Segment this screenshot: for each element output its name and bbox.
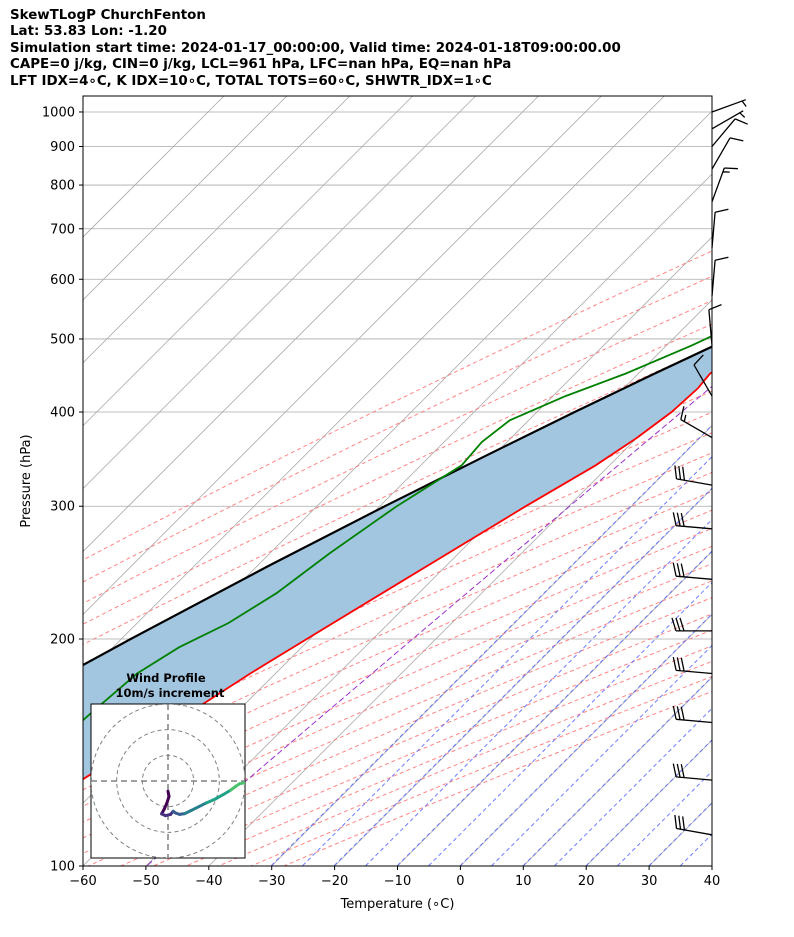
isotherm-line bbox=[83, 96, 476, 490]
moist-adiabat-line bbox=[365, 518, 712, 866]
wind-barb bbox=[674, 465, 713, 486]
moist-adiabat-line bbox=[711, 864, 712, 866]
dry-adiabat-line bbox=[83, 299, 712, 604]
dry-adiabat-line bbox=[83, 323, 712, 625]
isotherm-line bbox=[83, 96, 539, 553]
y-tick-label: 500 bbox=[50, 332, 75, 347]
dry-adiabat-line bbox=[185, 645, 712, 866]
wind-barb bbox=[693, 354, 713, 397]
y-axis-title: Pressure (hPa) bbox=[19, 434, 34, 527]
x-tick-label: −20 bbox=[321, 874, 348, 889]
wind-barb bbox=[708, 303, 722, 346]
moist-adiabat-line bbox=[616, 770, 712, 866]
moist-adiabat-line bbox=[679, 833, 712, 866]
title-block: SkewTLogP ChurchFenton Lat: 53.83 Lon: -… bbox=[10, 8, 621, 90]
wind-barb bbox=[711, 110, 746, 130]
wind-barb bbox=[711, 256, 729, 297]
hodograph-segment bbox=[238, 781, 245, 786]
dry-adiabat-line bbox=[283, 690, 712, 866]
x-axis-title: Temperature (∘C) bbox=[340, 897, 455, 912]
x-tick-label: 0 bbox=[456, 874, 464, 889]
wind-barb bbox=[680, 406, 713, 439]
title-location: Lat: 53.83 Lon: -1.20 bbox=[10, 24, 167, 40]
x-tick-label: 20 bbox=[578, 874, 595, 889]
wind-barb bbox=[711, 167, 738, 203]
wind-barb bbox=[671, 617, 712, 632]
isotherm-line bbox=[334, 488, 712, 866]
profiles bbox=[83, 334, 712, 781]
isotherm-line bbox=[271, 425, 712, 866]
cin-shaded-area bbox=[83, 346, 712, 780]
y-tick-label: 300 bbox=[50, 500, 75, 515]
isotherm-line bbox=[711, 865, 712, 866]
y-tick-label: 200 bbox=[50, 633, 75, 648]
wind-barb bbox=[674, 814, 713, 836]
wind-barbs bbox=[671, 99, 748, 836]
isotherm-line bbox=[648, 802, 712, 866]
wind-barb bbox=[711, 208, 729, 249]
dry-adiabat-line bbox=[88, 597, 712, 866]
x-tick-label: −40 bbox=[195, 874, 222, 889]
dry-adiabat-line bbox=[83, 545, 712, 823]
x-tick-label: 30 bbox=[641, 874, 658, 889]
y-tick-label: 600 bbox=[50, 273, 75, 288]
title-times: Simulation start time: 2024-01-17_00:00:… bbox=[10, 40, 621, 56]
wind-barb bbox=[672, 656, 713, 675]
isotherm-line bbox=[83, 96, 351, 364]
wind-barb bbox=[711, 99, 747, 113]
dry-adiabat-line bbox=[83, 432, 712, 722]
hodograph-title: Wind Profile bbox=[126, 671, 206, 685]
x-tick-label: 40 bbox=[704, 874, 721, 889]
axes: −60 −50 −40 −30 −20 −10 0 10 20 30 40 1000 900 800 700… bbox=[42, 105, 720, 889]
wind-barb bbox=[672, 512, 713, 530]
isotherm-line bbox=[208, 362, 712, 866]
dry-adiabat-line bbox=[218, 660, 712, 866]
wind-barb bbox=[672, 562, 713, 580]
x-tick-label: 10 bbox=[515, 874, 532, 889]
y-tick-label: 1000 bbox=[42, 105, 75, 120]
y-tick-label: 800 bbox=[50, 179, 75, 194]
cape-cin-shade bbox=[83, 346, 712, 780]
isotherm-line bbox=[83, 96, 413, 427]
wind-barb bbox=[672, 705, 713, 724]
wind-barb bbox=[711, 118, 748, 147]
y-tick-label: 700 bbox=[50, 222, 75, 237]
dry-adiabat-line bbox=[83, 250, 712, 561]
dewpoint-profile-line bbox=[83, 334, 712, 722]
y-tick-label: 100 bbox=[50, 860, 75, 875]
y-tick-label: 400 bbox=[50, 406, 75, 421]
x-tick-label: −10 bbox=[384, 874, 411, 889]
x-tick-label: −30 bbox=[258, 874, 285, 889]
title-indices: LFT IDX=4∘C, K IDX=10∘C, TOTAL TOTS=60∘C… bbox=[10, 73, 492, 89]
wind-barb bbox=[711, 137, 744, 170]
isotherm-line bbox=[83, 96, 288, 301]
title-cape-info: CAPE=0 j/kg, CIN=0 j/kg, LCL=961 hPa, LF… bbox=[10, 57, 512, 73]
wind-barb bbox=[672, 763, 713, 781]
x-tick-label: −50 bbox=[132, 874, 159, 889]
temperature-profile-line bbox=[83, 371, 712, 781]
isotherm-line bbox=[83, 96, 602, 615]
isotherm-line bbox=[83, 96, 225, 238]
y-tick-label: 900 bbox=[50, 140, 75, 155]
title-station: SkewTLogP ChurchFenton bbox=[10, 8, 206, 23]
isotherm-line bbox=[397, 550, 712, 866]
hodograph-segment bbox=[205, 797, 217, 805]
hodograph: Wind Profile 10m/s increment bbox=[90, 671, 246, 859]
isotherm-line bbox=[460, 613, 712, 866]
parcel-profile-line bbox=[83, 345, 712, 667]
isotherm-line bbox=[523, 676, 712, 866]
hodograph-subtitle: 10m/s increment bbox=[116, 686, 225, 700]
x-tick-label: −60 bbox=[69, 874, 96, 889]
isotherm-line bbox=[83, 96, 665, 678]
